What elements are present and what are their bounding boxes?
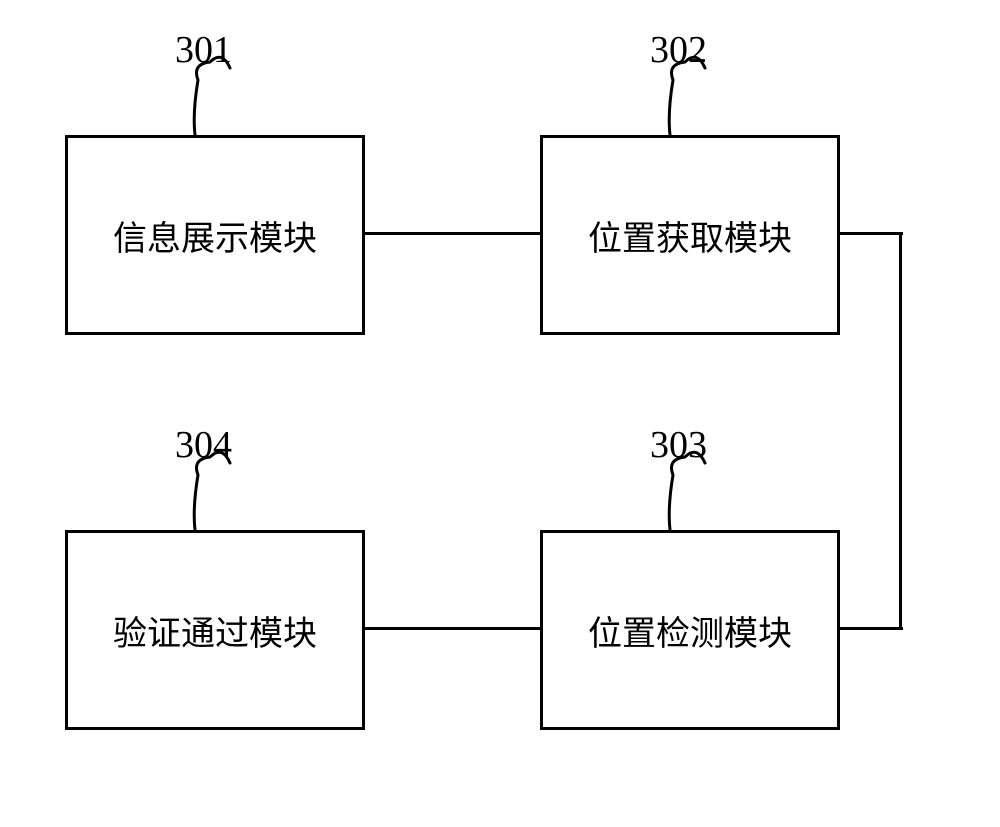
edge-segment xyxy=(365,232,540,235)
diagram-canvas: 信息展示模块301位置获取模块302位置检测模块303验证通过模块304 xyxy=(0,0,1000,827)
edge-segment xyxy=(365,627,540,630)
edge-segment xyxy=(840,232,903,235)
edge-segment xyxy=(899,233,902,630)
callout-n304 xyxy=(0,0,1000,827)
edge-segment xyxy=(840,627,903,630)
